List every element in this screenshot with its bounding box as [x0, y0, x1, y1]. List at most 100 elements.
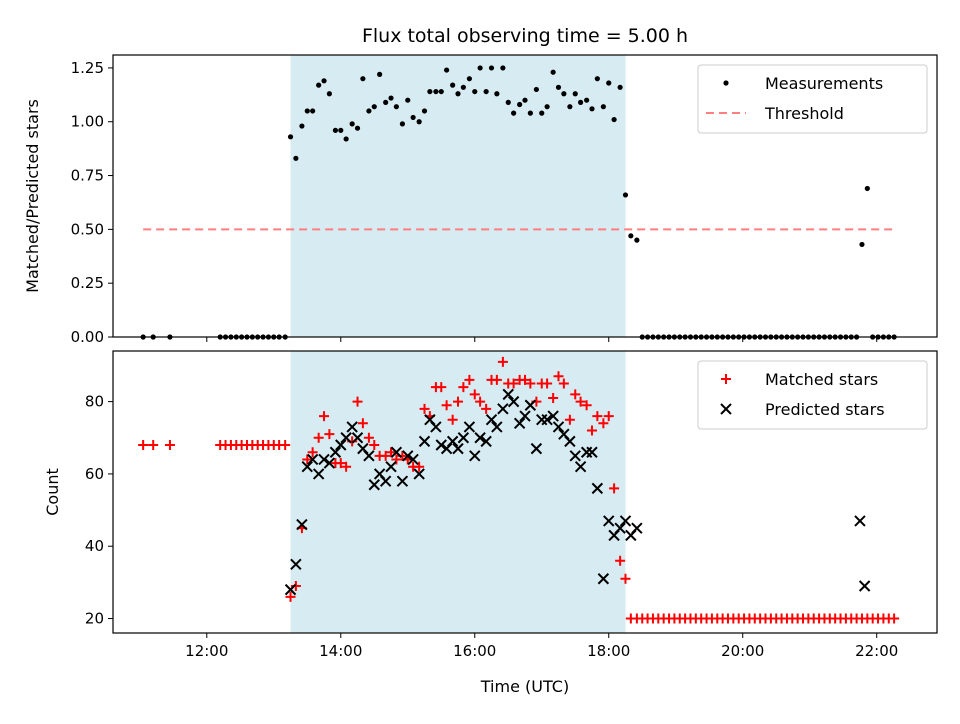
- data-point: [405, 97, 411, 103]
- data-point: [414, 461, 425, 472]
- data-point: [441, 400, 452, 411]
- data-point: [620, 573, 631, 584]
- legend-label: Matched stars: [765, 370, 878, 389]
- data-point: [466, 76, 472, 82]
- data-point: [312, 468, 325, 480]
- data-point: [481, 403, 492, 414]
- data-point: [547, 410, 559, 422]
- data-point: [301, 460, 313, 473]
- data-point: [463, 421, 476, 433]
- data-point: [586, 425, 597, 436]
- data-point: [357, 418, 368, 429]
- data-point: [522, 97, 528, 103]
- y-tick-label: 0.25: [71, 274, 104, 292]
- data-point: [458, 382, 469, 393]
- data-point: [349, 121, 355, 127]
- data-point: [335, 439, 347, 451]
- legend-frame: [697, 64, 928, 134]
- data-point: [418, 435, 431, 448]
- data-point: [483, 88, 489, 95]
- data-point: [603, 411, 614, 422]
- data-point: [313, 432, 324, 443]
- y-tick-label: 0.75: [71, 167, 104, 185]
- data-point: [304, 108, 310, 114]
- data-point: [628, 233, 634, 239]
- legend-label: Measurements: [765, 74, 883, 93]
- data-point: [859, 241, 865, 248]
- data-point: [446, 435, 459, 448]
- axes-frame: [112, 54, 938, 338]
- y-tick-label: 40: [85, 537, 104, 555]
- data-point: [343, 136, 349, 142]
- y-tick-label: 0.50: [71, 220, 104, 238]
- data-point: [399, 121, 406, 127]
- data-point: [352, 396, 363, 407]
- data-point: [555, 84, 562, 90]
- data-point: [302, 454, 313, 465]
- data-point: [447, 414, 458, 425]
- data-point: [619, 515, 632, 527]
- data-point: [453, 396, 464, 407]
- data-point: [520, 374, 530, 385]
- data-point: [614, 522, 626, 534]
- data-point: [290, 581, 301, 591]
- panel-count: 20 40 60 80 12:00 14:00 16:00 18:00 20:00 22:00 Ma…: [85, 350, 938, 660]
- data-point: [574, 460, 587, 473]
- data-point: [346, 421, 358, 433]
- data-point: [385, 460, 397, 473]
- data-point: [578, 99, 584, 105]
- data-point: [326, 91, 332, 97]
- data-point: [600, 104, 606, 110]
- data-point: [615, 555, 626, 566]
- data-point: [338, 127, 344, 133]
- data-point: [558, 378, 569, 389]
- data-point: [550, 69, 556, 75]
- data-point: [497, 356, 508, 367]
- data-point: [519, 410, 531, 422]
- data-point: [864, 185, 870, 192]
- data-point: [450, 82, 456, 88]
- data-point: [497, 403, 509, 415]
- data-point: [438, 88, 444, 95]
- y-tick-label: 1.00: [71, 113, 104, 131]
- data-point: [464, 374, 475, 385]
- data-point: [564, 435, 576, 448]
- data-point: [508, 378, 519, 389]
- data-point: [366, 108, 372, 114]
- data-point: [285, 591, 296, 602]
- bottom-y-axis-label: Count: [43, 468, 62, 516]
- legend-swatch: [720, 403, 732, 415]
- data-point: [575, 396, 586, 407]
- data-point: [485, 413, 498, 426]
- data-point: [287, 134, 294, 140]
- data-point: [480, 435, 492, 448]
- data-point: [363, 432, 374, 443]
- data-point: [469, 389, 480, 400]
- data-point: [469, 450, 481, 462]
- data-point: [393, 104, 399, 110]
- data-point: [296, 518, 308, 531]
- data-point: [321, 78, 327, 84]
- legend: Matched stars Predicted stars: [697, 360, 928, 430]
- data-point: [380, 450, 391, 461]
- x-tick-label: 14:00: [319, 642, 362, 660]
- data-point: [280, 440, 291, 450]
- data-point: [332, 127, 339, 133]
- x-tick-label: 18:00: [587, 642, 630, 660]
- y-tick-label: 0.00: [71, 328, 104, 346]
- series-matched-stars: [138, 356, 900, 624]
- data-point: [561, 91, 567, 97]
- data-point: [500, 65, 506, 71]
- data-point: [164, 440, 175, 450]
- data-point: [290, 558, 302, 571]
- x-tick-label: 22:00: [855, 642, 898, 660]
- panel-ratio: 0.00 0.25 0.50 0.75 1.00 1.25 Measurements Thre…: [71, 54, 938, 346]
- data-point: [617, 84, 623, 90]
- data-point: [413, 468, 425, 480]
- data-point: [603, 515, 615, 527]
- data-point: [402, 450, 414, 462]
- top-y-axis-label: Matched/Predicted stars: [23, 99, 42, 293]
- data-point: [329, 446, 342, 458]
- data-point: [472, 88, 478, 95]
